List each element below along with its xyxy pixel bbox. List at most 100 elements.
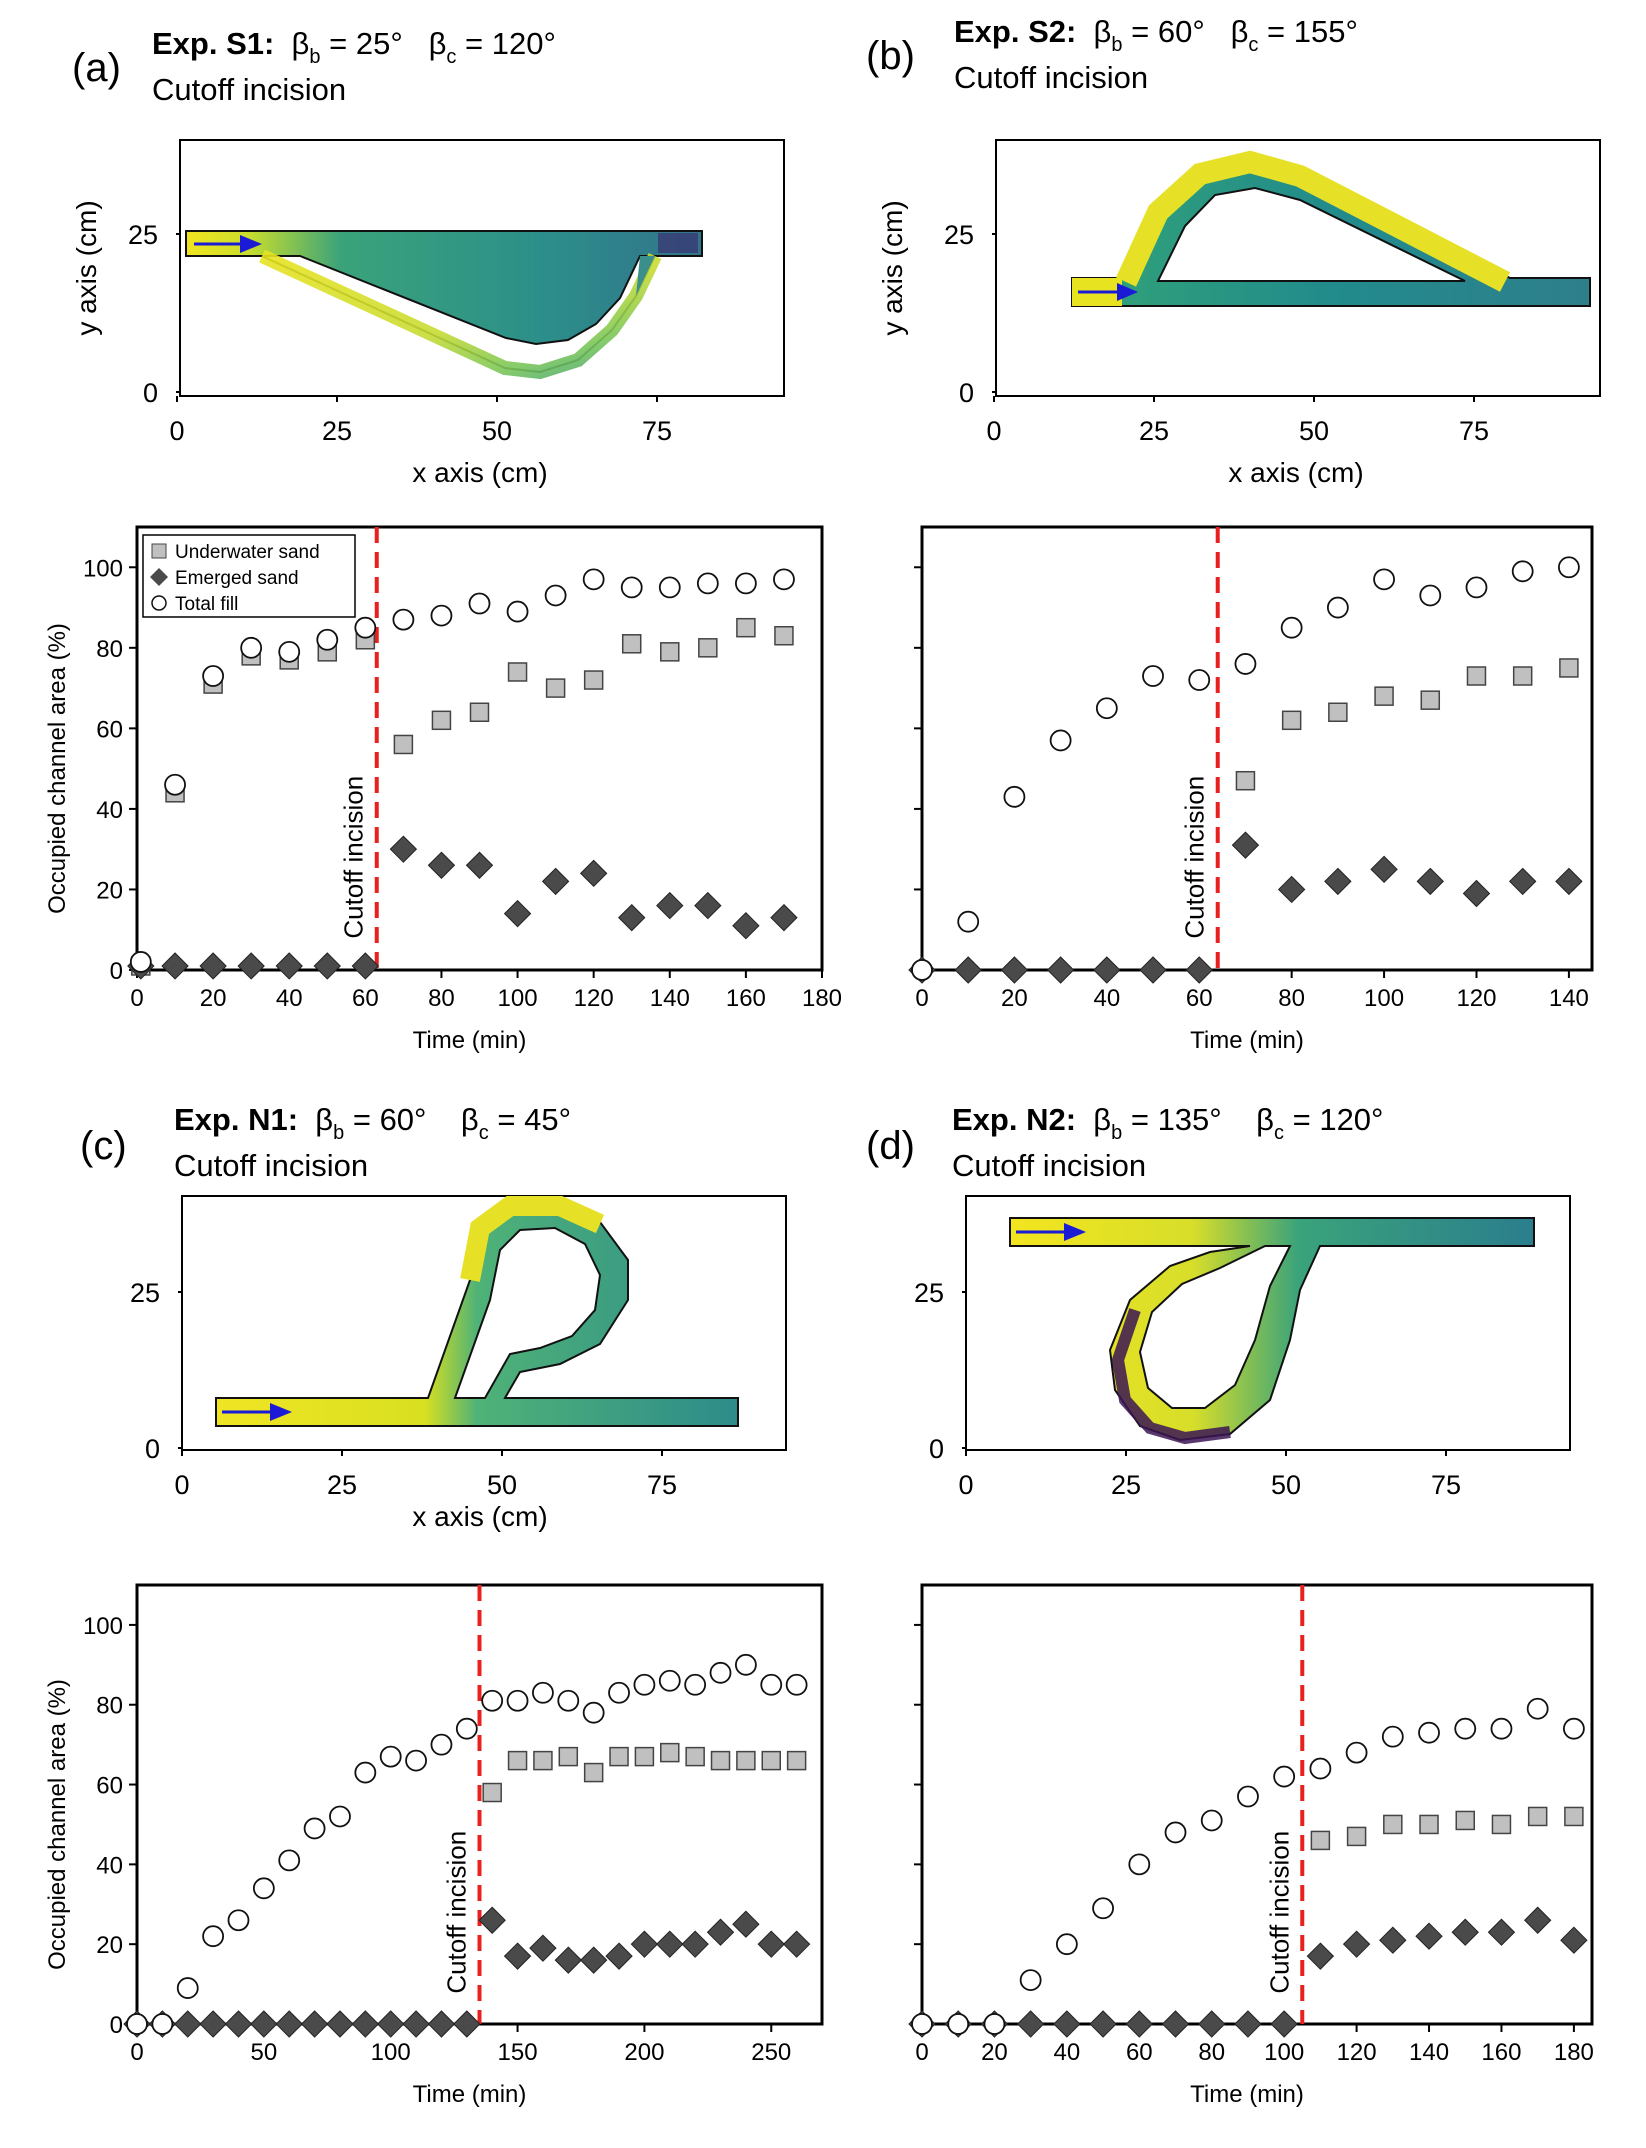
total-fill-marker bbox=[544, 584, 567, 607]
panel-label-a: (a) bbox=[72, 46, 121, 90]
total-fill-marker bbox=[468, 592, 491, 615]
emerged-sand-marker bbox=[656, 1930, 684, 1958]
total-fill-marker bbox=[405, 1749, 427, 1772]
total-fill-marker bbox=[709, 1661, 732, 1684]
x-tick-label: 120 bbox=[1456, 985, 1496, 1012]
plot-frame bbox=[920, 1583, 1594, 2026]
emerged-sand-marker bbox=[1016, 2010, 1045, 2038]
x-tick-label: 140 bbox=[650, 985, 690, 1012]
total-fill-marker bbox=[1055, 1933, 1078, 1956]
underwater-sand-marker bbox=[431, 710, 452, 731]
legend-circle-icon bbox=[151, 595, 167, 611]
y-axis-label: Occupied channel area (%) bbox=[44, 623, 71, 914]
legend-label: Underwater sand bbox=[175, 542, 320, 563]
panel-subtitle-c: Cutoff incision bbox=[174, 1148, 369, 1183]
emerged-sand-marker bbox=[706, 1918, 735, 1946]
emerged-sand-marker bbox=[541, 867, 570, 896]
legend: Underwater sand Emerged sand Total fill bbox=[142, 534, 356, 618]
map-xtick: 0 bbox=[174, 1470, 189, 1500]
map-xtick: 0 bbox=[958, 1470, 973, 1500]
map-xlabel: x axis (cm) bbox=[412, 1501, 547, 1532]
emerged-sand-marker bbox=[1379, 1926, 1407, 1954]
x-axis-label: Time (min) bbox=[1190, 2081, 1304, 2108]
legend-label: Total fill bbox=[175, 594, 238, 615]
x-tick-label: 0 bbox=[130, 2039, 143, 2066]
panel-title-c: Exp. N1: βb = 60° βc = 45° bbox=[174, 1102, 571, 1144]
map-ytick: 0 bbox=[929, 1434, 944, 1464]
y-tick-label: 20 bbox=[96, 1932, 123, 1959]
total-fill-marker bbox=[278, 640, 301, 663]
underwater-sand-marker bbox=[545, 678, 566, 698]
x-tick-label: 160 bbox=[726, 985, 766, 1012]
total-fill-marker bbox=[1273, 1765, 1296, 1788]
underwater-sand-marker bbox=[583, 670, 604, 690]
total-fill-marker bbox=[1490, 1717, 1513, 1740]
map-ylabel: y axis (cm) bbox=[71, 200, 102, 335]
total-fill-marker bbox=[379, 1745, 402, 1768]
emerged-sand-marker bbox=[503, 899, 532, 928]
total-fill-marker bbox=[947, 2013, 970, 2035]
emerged-sand-marker bbox=[732, 1910, 760, 1938]
emerged-sand-marker bbox=[1139, 956, 1167, 984]
panel-label-c: (c) bbox=[80, 1124, 127, 1168]
beta-b-value: 60° bbox=[379, 1102, 427, 1137]
underwater-sand-marker bbox=[1346, 1826, 1367, 1847]
panel-label-b: (b) bbox=[866, 34, 915, 78]
emerged-sand-marker bbox=[300, 2010, 329, 2038]
island bbox=[1138, 1245, 1292, 1409]
underwater-sand-marker bbox=[1564, 1806, 1584, 1827]
x-tick-label: 150 bbox=[498, 2039, 538, 2066]
underwater-sand-marker bbox=[583, 1762, 604, 1783]
chart-c: 0 20 40 60 80 100 0 50 100 150 200 250 Time (min) Occ… bbox=[44, 1583, 824, 2108]
underwater-sand-marker bbox=[1374, 686, 1394, 706]
emerged-sand-marker bbox=[1198, 2010, 1226, 2038]
y-tick-label: 40 bbox=[96, 1852, 123, 1879]
total-fill-marker bbox=[684, 1673, 707, 1696]
map-xtick: 0 bbox=[169, 416, 184, 446]
exp-name: Exp. S1: bbox=[152, 26, 275, 61]
beta-c-value: 120° bbox=[1319, 1102, 1384, 1137]
total-fill-marker bbox=[1188, 669, 1211, 691]
underwater-sand-marker bbox=[1235, 770, 1256, 791]
emerged-sand-marker bbox=[732, 911, 760, 940]
emerged-sand-marker bbox=[250, 2010, 278, 2038]
y-tick-label: 100 bbox=[83, 1613, 123, 1640]
total-fill-marker bbox=[983, 2013, 1006, 2035]
underwater-sand-marker bbox=[1512, 666, 1533, 686]
underwater-sand-marker bbox=[1466, 666, 1487, 686]
legend-square-icon bbox=[151, 543, 167, 559]
beta-b-value: 135° bbox=[1157, 1102, 1222, 1137]
underwater-sand-marker bbox=[1420, 690, 1441, 710]
beta-c-value: 120° bbox=[491, 26, 556, 61]
x-tick-label: 40 bbox=[1093, 985, 1120, 1012]
emerged-sand-marker bbox=[1342, 1930, 1371, 1958]
total-fill-marker bbox=[354, 1761, 377, 1784]
underwater-sand-marker bbox=[1310, 1830, 1331, 1851]
panel-subtitle-a: Cutoff incision bbox=[152, 72, 347, 107]
x-tick-label: 80 bbox=[428, 985, 455, 1012]
emerged-sand-marker bbox=[1487, 1918, 1516, 1946]
total-fill-marker bbox=[582, 1701, 605, 1724]
panel-subtitle-d: Cutoff incision bbox=[952, 1148, 1147, 1183]
underwater-sand-marker bbox=[698, 638, 718, 658]
x-tick-label: 60 bbox=[352, 985, 379, 1012]
total-fill-marker bbox=[1164, 1821, 1187, 1844]
emerged-sand-marker bbox=[1462, 879, 1491, 908]
cutoff-label: Cutoff incision bbox=[339, 776, 369, 939]
x-tick-label: 0 bbox=[915, 2039, 928, 2066]
chart-d: 0 20 40 60 80 100 120 140 160 180 Time (min) Cutoff… bbox=[908, 1583, 1594, 2108]
x-axis-label: Time (min) bbox=[1190, 1027, 1304, 1054]
total-fill-marker bbox=[957, 910, 980, 933]
underwater-sand-marker bbox=[774, 625, 794, 646]
total-fill-marker bbox=[176, 1977, 199, 1999]
total-fill-marker bbox=[202, 1925, 225, 1948]
legend-box bbox=[142, 534, 356, 618]
cutoff-label: Cutoff incision bbox=[442, 1831, 472, 1994]
total-fill-marker bbox=[773, 568, 795, 591]
emerged-sand-marker bbox=[427, 2010, 456, 2038]
underwater-sand-marker bbox=[1328, 702, 1348, 723]
cutoff-label: Cutoff incision bbox=[1180, 776, 1210, 939]
y-axis-label: Occupied channel area (%) bbox=[44, 1679, 71, 1970]
total-fill-marker bbox=[129, 951, 152, 973]
map-xtick: 75 bbox=[642, 416, 672, 446]
